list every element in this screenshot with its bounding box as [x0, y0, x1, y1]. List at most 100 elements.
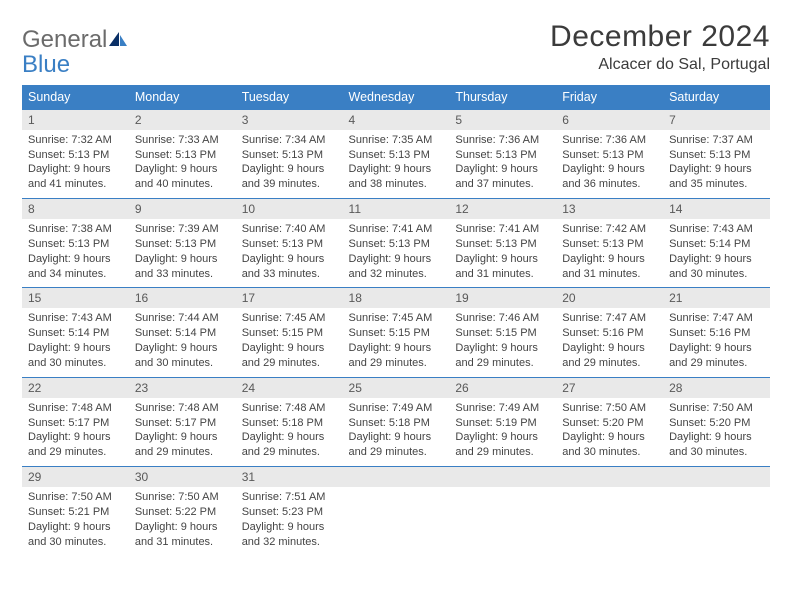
calendar-cell: 9Sunrise: 7:39 AMSunset: 5:13 PMDaylight… — [129, 199, 236, 288]
day-sunrise: Sunrise: 7:43 AM — [28, 311, 123, 326]
sail-icon — [107, 29, 129, 53]
day-sunrise: Sunrise: 7:37 AM — [669, 133, 764, 148]
day-dl1: Daylight: 9 hours — [562, 341, 657, 356]
day-dl1: Daylight: 9 hours — [455, 341, 550, 356]
day-number: 9 — [129, 199, 236, 219]
day-dl1: Daylight: 9 hours — [455, 162, 550, 177]
day-number: 7 — [663, 110, 770, 130]
day-number: 6 — [556, 110, 663, 130]
day-dl2: and 34 minutes. — [28, 267, 123, 282]
day-details-empty — [556, 487, 663, 535]
day-sunrise: Sunrise: 7:42 AM — [562, 222, 657, 237]
day-dl2: and 31 minutes. — [562, 267, 657, 282]
day-details: Sunrise: 7:34 AMSunset: 5:13 PMDaylight:… — [236, 130, 343, 198]
calendar-cell: 26Sunrise: 7:49 AMSunset: 5:19 PMDayligh… — [449, 377, 556, 466]
day-sunrise: Sunrise: 7:44 AM — [135, 311, 230, 326]
day-dl2: and 29 minutes. — [562, 356, 657, 371]
day-dl2: and 30 minutes. — [669, 445, 764, 460]
day-details: Sunrise: 7:39 AMSunset: 5:13 PMDaylight:… — [129, 219, 236, 287]
day-dl2: and 36 minutes. — [562, 177, 657, 192]
day-sunrise: Sunrise: 7:39 AM — [135, 222, 230, 237]
day-dl2: and 29 minutes. — [455, 445, 550, 460]
calendar-cell: 25Sunrise: 7:49 AMSunset: 5:18 PMDayligh… — [343, 377, 450, 466]
calendar-cell: 10Sunrise: 7:40 AMSunset: 5:13 PMDayligh… — [236, 199, 343, 288]
calendar-cell: 27Sunrise: 7:50 AMSunset: 5:20 PMDayligh… — [556, 377, 663, 466]
weekday-header: Tuesday — [236, 85, 343, 110]
day-sunrise: Sunrise: 7:47 AM — [562, 311, 657, 326]
day-sunrise: Sunrise: 7:45 AM — [242, 311, 337, 326]
day-sunset: Sunset: 5:16 PM — [562, 326, 657, 341]
day-sunset: Sunset: 5:17 PM — [28, 416, 123, 431]
day-sunrise: Sunrise: 7:50 AM — [562, 401, 657, 416]
day-details: Sunrise: 7:36 AMSunset: 5:13 PMDaylight:… — [556, 130, 663, 198]
day-sunset: Sunset: 5:13 PM — [455, 148, 550, 163]
day-dl1: Daylight: 9 hours — [135, 162, 230, 177]
day-sunset: Sunset: 5:13 PM — [135, 237, 230, 252]
day-number: 26 — [449, 378, 556, 398]
day-details: Sunrise: 7:36 AMSunset: 5:13 PMDaylight:… — [449, 130, 556, 198]
day-number: 18 — [343, 288, 450, 308]
calendar-cell: 24Sunrise: 7:48 AMSunset: 5:18 PMDayligh… — [236, 377, 343, 466]
day-details: Sunrise: 7:50 AMSunset: 5:20 PMDaylight:… — [663, 398, 770, 466]
day-sunset: Sunset: 5:13 PM — [28, 237, 123, 252]
day-dl2: and 35 minutes. — [669, 177, 764, 192]
day-dl1: Daylight: 9 hours — [349, 430, 444, 445]
day-details-empty — [343, 487, 450, 535]
calendar-cell: 14Sunrise: 7:43 AMSunset: 5:14 PMDayligh… — [663, 199, 770, 288]
calendar-cell: 15Sunrise: 7:43 AMSunset: 5:14 PMDayligh… — [22, 288, 129, 377]
calendar-cell: 28Sunrise: 7:50 AMSunset: 5:20 PMDayligh… — [663, 377, 770, 466]
day-sunrise: Sunrise: 7:47 AM — [669, 311, 764, 326]
day-sunset: Sunset: 5:17 PM — [135, 416, 230, 431]
day-dl2: and 32 minutes. — [242, 535, 337, 550]
day-details: Sunrise: 7:47 AMSunset: 5:16 PMDaylight:… — [556, 308, 663, 376]
calendar-cell: 1Sunrise: 7:32 AMSunset: 5:13 PMDaylight… — [22, 109, 129, 198]
day-sunset: Sunset: 5:18 PM — [242, 416, 337, 431]
day-sunset: Sunset: 5:23 PM — [242, 505, 337, 520]
day-dl1: Daylight: 9 hours — [562, 252, 657, 267]
day-details: Sunrise: 7:33 AMSunset: 5:13 PMDaylight:… — [129, 130, 236, 198]
weekday-header: Wednesday — [343, 85, 450, 110]
day-dl1: Daylight: 9 hours — [135, 252, 230, 267]
day-number: 27 — [556, 378, 663, 398]
day-sunrise: Sunrise: 7:34 AM — [242, 133, 337, 148]
day-sunset: Sunset: 5:15 PM — [455, 326, 550, 341]
day-details-empty — [663, 487, 770, 535]
day-sunset: Sunset: 5:14 PM — [135, 326, 230, 341]
day-details: Sunrise: 7:48 AMSunset: 5:18 PMDaylight:… — [236, 398, 343, 466]
day-details: Sunrise: 7:47 AMSunset: 5:16 PMDaylight:… — [663, 308, 770, 376]
day-details: Sunrise: 7:42 AMSunset: 5:13 PMDaylight:… — [556, 219, 663, 287]
day-dl2: and 29 minutes. — [28, 445, 123, 460]
day-details: Sunrise: 7:49 AMSunset: 5:19 PMDaylight:… — [449, 398, 556, 466]
day-dl2: and 29 minutes. — [242, 356, 337, 371]
day-details: Sunrise: 7:45 AMSunset: 5:15 PMDaylight:… — [236, 308, 343, 376]
day-sunrise: Sunrise: 7:49 AM — [349, 401, 444, 416]
calendar-cell: 21Sunrise: 7:47 AMSunset: 5:16 PMDayligh… — [663, 288, 770, 377]
day-dl2: and 29 minutes. — [349, 445, 444, 460]
day-sunrise: Sunrise: 7:35 AM — [349, 133, 444, 148]
day-number: 3 — [236, 110, 343, 130]
weekday-header: Thursday — [449, 85, 556, 110]
day-sunrise: Sunrise: 7:50 AM — [669, 401, 764, 416]
day-dl1: Daylight: 9 hours — [28, 162, 123, 177]
day-sunset: Sunset: 5:20 PM — [562, 416, 657, 431]
day-dl1: Daylight: 9 hours — [455, 430, 550, 445]
day-number: 19 — [449, 288, 556, 308]
day-details: Sunrise: 7:48 AMSunset: 5:17 PMDaylight:… — [129, 398, 236, 466]
day-dl1: Daylight: 9 hours — [135, 341, 230, 356]
day-dl1: Daylight: 9 hours — [28, 520, 123, 535]
day-sunrise: Sunrise: 7:38 AM — [28, 222, 123, 237]
calendar-cell: 23Sunrise: 7:48 AMSunset: 5:17 PMDayligh… — [129, 377, 236, 466]
day-number: 17 — [236, 288, 343, 308]
day-number: 30 — [129, 467, 236, 487]
day-sunset: Sunset: 5:15 PM — [349, 326, 444, 341]
day-sunset: Sunset: 5:14 PM — [28, 326, 123, 341]
day-number-empty — [343, 467, 450, 487]
day-number: 25 — [343, 378, 450, 398]
calendar-cell: 6Sunrise: 7:36 AMSunset: 5:13 PMDaylight… — [556, 109, 663, 198]
weekday-header: Saturday — [663, 85, 770, 110]
day-dl1: Daylight: 9 hours — [669, 162, 764, 177]
calendar-cell: 3Sunrise: 7:34 AMSunset: 5:13 PMDaylight… — [236, 109, 343, 198]
calendar-row: 29Sunrise: 7:50 AMSunset: 5:21 PMDayligh… — [22, 467, 770, 556]
day-dl1: Daylight: 9 hours — [242, 162, 337, 177]
day-details: Sunrise: 7:37 AMSunset: 5:13 PMDaylight:… — [663, 130, 770, 198]
